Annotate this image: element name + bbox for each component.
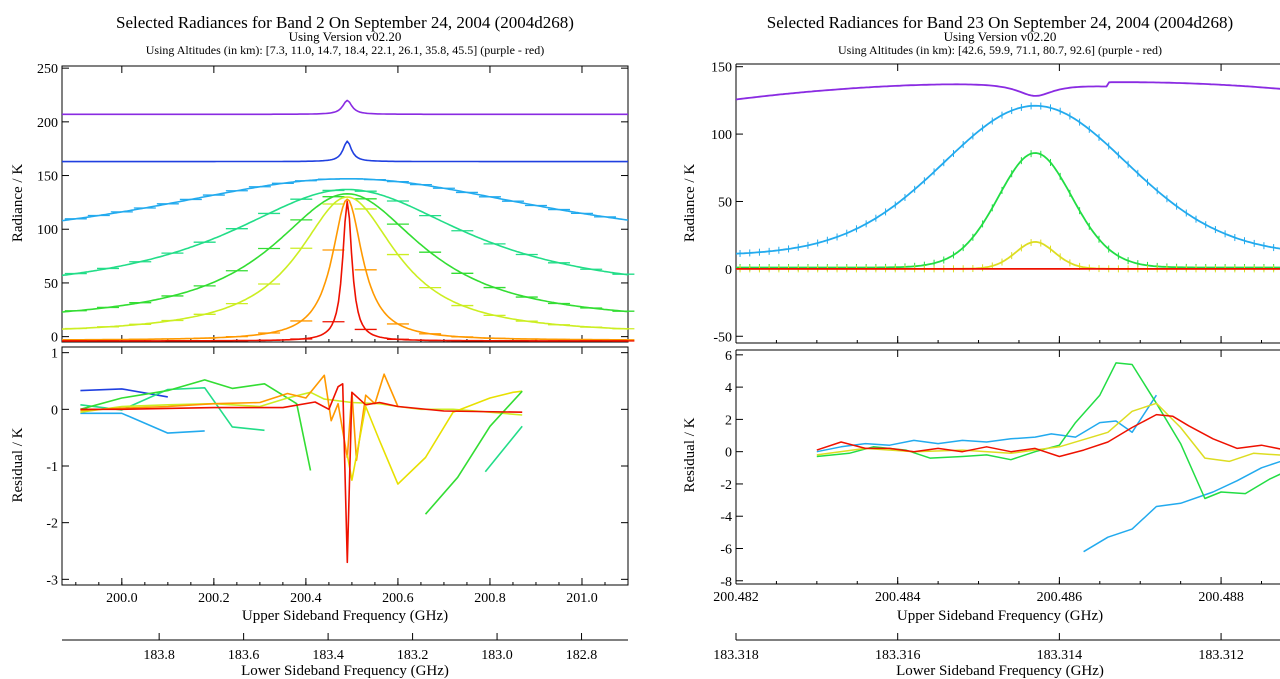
y-tick-label: 4 xyxy=(725,381,732,396)
radiance-line xyxy=(61,196,629,330)
chart-title: Selected Radiances for Band 2 On Septemb… xyxy=(116,13,574,32)
y-tick-label: 200 xyxy=(37,116,58,131)
residual-line xyxy=(346,390,523,485)
x-tick-label: 201.0 xyxy=(566,591,598,606)
x2-tick-label: 182.8 xyxy=(566,648,598,663)
y-tick-label: 50 xyxy=(718,195,732,210)
x2-tick-label: 183.6 xyxy=(228,648,260,663)
x-tick-label: 200.6 xyxy=(382,591,414,606)
x-tick-label: 200.488 xyxy=(1198,590,1244,605)
y-axis-label-residual: Residual / K xyxy=(10,427,26,502)
radiance-line xyxy=(61,193,629,313)
y-tick-label: 150 xyxy=(711,61,732,76)
residual-line xyxy=(816,362,1280,500)
x-tick-label: 200.4 xyxy=(290,591,322,606)
residual-line xyxy=(816,402,1280,463)
y-tick-label: -4 xyxy=(720,510,732,525)
radiance-line xyxy=(735,104,1280,255)
chart-subtitle: Using Version v02.20 xyxy=(944,29,1057,44)
y-tick-label: 250 xyxy=(37,62,58,77)
residual-line xyxy=(80,373,399,462)
x-tick-label: 200.486 xyxy=(1037,590,1083,605)
plot-frame xyxy=(61,65,629,343)
y-tick-label: 100 xyxy=(37,223,58,238)
y-tick-label: 100 xyxy=(711,128,732,143)
residual-line xyxy=(80,382,523,564)
y-tick-label: 2 xyxy=(725,413,732,428)
y-tick-label: -2 xyxy=(720,478,732,493)
x-tick-label: 200.8 xyxy=(474,591,506,606)
radiance-line xyxy=(61,188,629,277)
radiance-line xyxy=(61,178,629,222)
x2-tick-label: 183.8 xyxy=(143,648,175,663)
chart-altitudes: Using Altitudes (in km): [7.3, 11.0, 14.… xyxy=(146,43,545,57)
x2-tick-label: 183.4 xyxy=(312,648,344,663)
x-axis-label: Upper Sideband Frequency (GHz) xyxy=(897,608,1103,624)
chart-subtitle: Using Version v02.20 xyxy=(289,29,402,44)
x2-tick-label: 183.314 xyxy=(1037,648,1083,663)
band2-chart: Selected Radiances for Band 2 On Septemb… xyxy=(10,13,635,679)
y-tick-label: 0 xyxy=(51,331,58,346)
y-tick-label: -50 xyxy=(713,330,732,345)
x2-tick-label: 183.316 xyxy=(875,648,921,663)
y-tick-label: 150 xyxy=(37,170,58,185)
x2-axis-label: Lower Sideband Frequency (GHz) xyxy=(896,663,1104,679)
chart-title: Selected Radiances for Band 23 On Septem… xyxy=(767,13,1233,32)
x2-axis-label: Lower Sideband Frequency (GHz) xyxy=(241,663,449,679)
y-tick-label: -8 xyxy=(720,575,732,590)
y-tick-label: 50 xyxy=(44,277,58,292)
chart-altitudes: Using Altitudes (in km): [42.6, 59.9, 71… xyxy=(838,43,1162,57)
radiance-line xyxy=(62,200,628,342)
y-tick-label: -6 xyxy=(720,542,732,557)
residual-line xyxy=(80,388,168,398)
y-tick-label: 1 xyxy=(51,347,58,362)
residual-line xyxy=(424,390,523,515)
residual-line xyxy=(816,413,1280,458)
y-axis-label-residual: Residual / K xyxy=(682,417,698,492)
residual-line xyxy=(80,391,523,416)
y-axis-label-radiance: Radiance / K xyxy=(10,164,26,242)
x-tick-label: 200.484 xyxy=(875,590,921,605)
residual-line xyxy=(80,379,312,471)
y-tick-label: 0 xyxy=(51,403,58,418)
x-tick-label: 200.0 xyxy=(106,591,138,606)
y-tick-label: -1 xyxy=(46,460,58,475)
x2-tick-label: 183.0 xyxy=(481,648,513,663)
x-axis-label: Upper Sideband Frequency (GHz) xyxy=(242,608,448,624)
residual-line xyxy=(1083,460,1280,553)
y-axis-label-radiance: Radiance / K xyxy=(682,164,698,242)
residual-line xyxy=(80,412,205,434)
y-tick-label: 0 xyxy=(725,446,732,461)
y-tick-label: -3 xyxy=(46,573,58,588)
radiance-line xyxy=(62,140,628,163)
y-tick-label: 6 xyxy=(725,349,732,364)
y-tick-label: 0 xyxy=(725,263,732,278)
y-tick-label: -2 xyxy=(46,517,58,532)
x2-tick-label: 183.318 xyxy=(713,648,759,663)
x-tick-label: 200.2 xyxy=(198,591,230,606)
radiance-line xyxy=(62,99,628,116)
x2-tick-label: 183.312 xyxy=(1198,648,1244,663)
x-tick-label: 200.482 xyxy=(713,590,759,605)
band23-chart: Selected Radiances for Band 23 On Septem… xyxy=(682,13,1280,679)
radiance-line xyxy=(735,81,1280,101)
radiance-line xyxy=(736,152,1280,269)
residual-line xyxy=(816,394,1158,453)
residual-line xyxy=(484,425,523,473)
x2-tick-label: 183.2 xyxy=(397,648,429,663)
